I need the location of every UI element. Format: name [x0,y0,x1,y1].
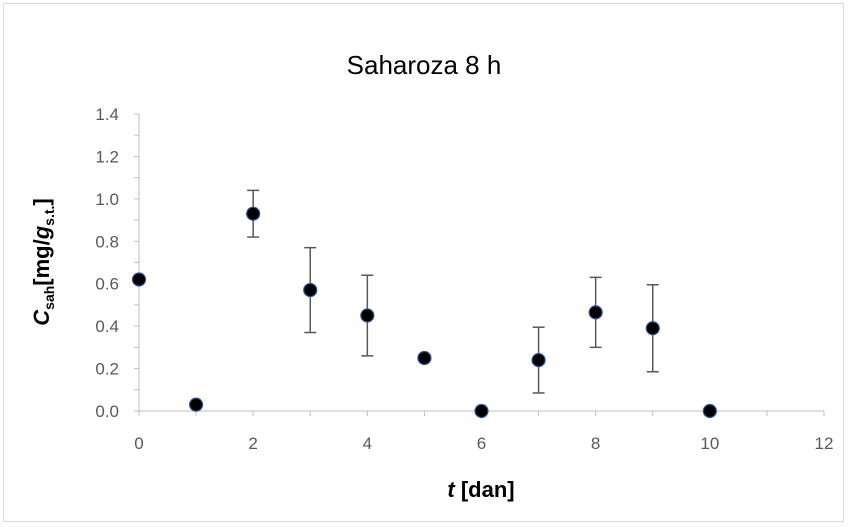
x-tick-labels: 0 2 4 6 8 10 12 [134,434,833,453]
y-axis-title-end: ] [29,198,54,205]
data-point [188,397,204,412]
chart-title: Saharoza 8 h [347,50,502,80]
x-axis-title: t [dan] [447,477,514,502]
x-axis-title-var: t [447,477,456,502]
y-axis-title-sub2: s.t. [41,206,57,226]
x-tick-label: 4 [363,434,372,453]
data-point [474,403,489,419]
x-tick-label: 6 [477,434,486,453]
y-axis-title-var: C [29,309,54,326]
x-tick-label: 10 [700,434,719,453]
data-point [246,206,261,221]
y-axis-title: Csah[mg/gs.t.] [29,198,57,325]
y-axis-title-var2: g [29,225,54,240]
y-tick-label: 0.0 [95,402,119,421]
y-tick-labels: 0.0 0.2 0.4 0.6 0.8 1.0 1.2 1.4 [95,105,119,421]
y-tick-label: 1.2 [95,147,119,166]
data-point [645,321,660,336]
chart-frame [3,3,844,522]
y-tick-label: 0.4 [95,317,119,336]
data-point [303,282,318,298]
x-tick-label: 8 [591,434,600,453]
y-tick-label: 0.2 [95,360,119,379]
x-tick-label: 0 [134,434,143,453]
axes [134,113,825,416]
y-axis-title-sub1: sah [41,286,57,310]
x-axis-title-unit: [dan] [455,477,515,502]
y-tick-label: 0.6 [95,275,119,294]
y-tick-label: 1.4 [95,105,119,124]
data-point [588,305,603,320]
data-points [131,206,717,419]
x-tick-label: 12 [815,434,834,453]
data-point [531,352,546,368]
y-axis-title-mid: [mg/ [29,239,54,285]
data-point [131,272,147,287]
data-point [417,350,432,366]
data-point [702,403,717,419]
data-point [360,308,375,323]
y-tick-label: 1.0 [95,190,119,209]
x-tick-label: 2 [248,434,257,453]
y-tick-label: 0.8 [95,232,119,251]
